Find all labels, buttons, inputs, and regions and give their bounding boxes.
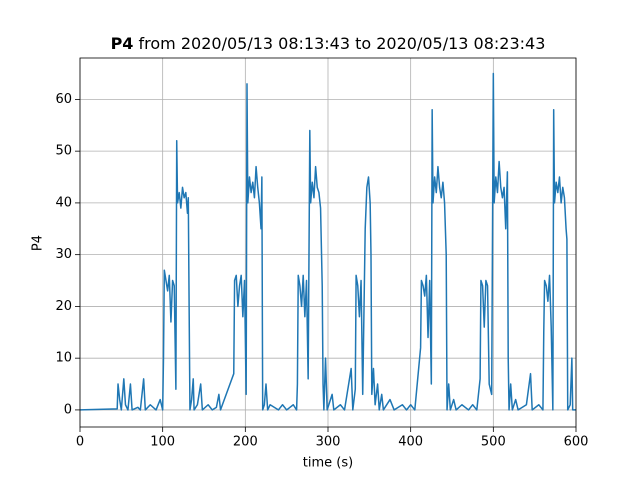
title-name: P4 bbox=[111, 34, 134, 53]
y-tick-label: 60 bbox=[55, 92, 72, 107]
plot-frame bbox=[79, 57, 577, 428]
y-tick-label: 0 bbox=[64, 402, 72, 417]
x-tick-label: 0 bbox=[76, 435, 84, 450]
x-tick-label: 600 bbox=[564, 435, 589, 450]
y-axis-label: P4 bbox=[31, 235, 46, 251]
y-tick-label: 50 bbox=[55, 144, 72, 159]
y-tick-label: 30 bbox=[55, 247, 72, 262]
y-tick-label: 20 bbox=[55, 299, 72, 314]
x-tick-label: 100 bbox=[150, 435, 175, 450]
y-tick-label: 40 bbox=[55, 195, 72, 210]
x-tick-label: 200 bbox=[233, 435, 258, 450]
x-tick-label: 300 bbox=[316, 435, 341, 450]
x-tick-label: 400 bbox=[398, 435, 423, 450]
chart-title: P4 from 2020/05/13 08:13:43 to 2020/05/1… bbox=[111, 34, 546, 53]
x-tick-label: 500 bbox=[481, 435, 506, 450]
data-line bbox=[79, 72, 576, 411]
x-axis-label: time (s) bbox=[303, 456, 353, 471]
title-text: from 2020/05/13 08:13:43 to 2020/05/13 0… bbox=[139, 34, 546, 53]
y-tick-label: 10 bbox=[55, 351, 72, 366]
